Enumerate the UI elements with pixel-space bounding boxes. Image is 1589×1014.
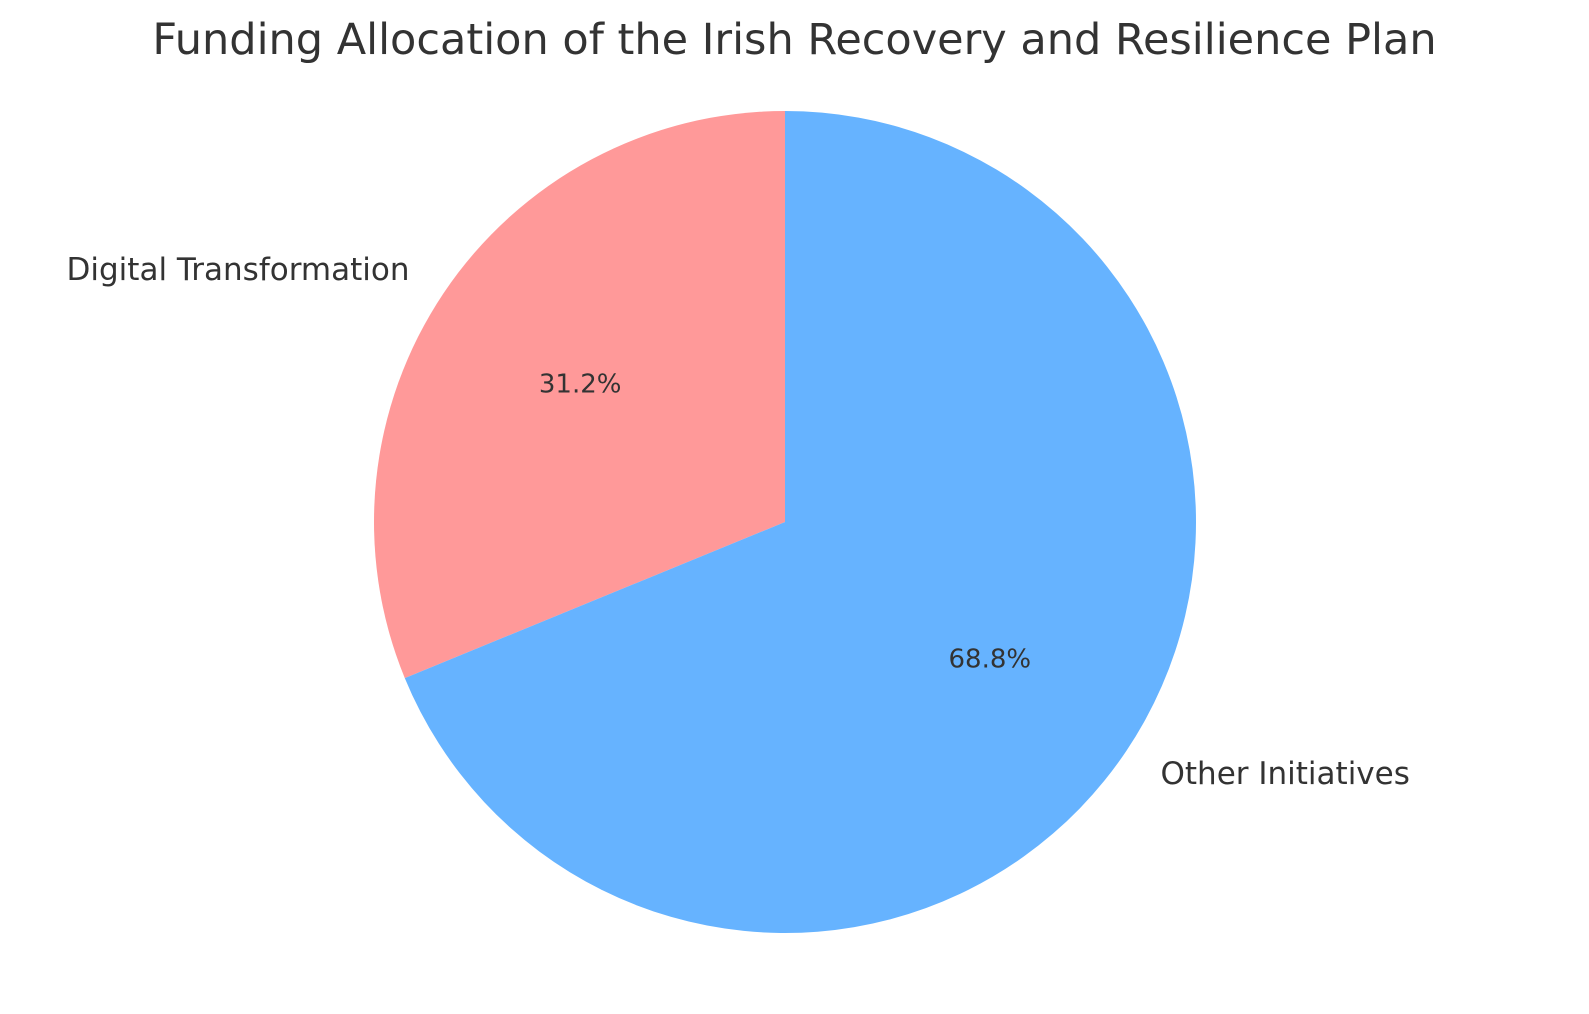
pie-labels: Digital Transformation 31.2% Other Initiat… [67, 252, 1410, 792]
pie-slice-other-initiatives [404, 111, 1196, 933]
slice-percent-other-initiatives: 68.8% [949, 644, 1032, 674]
pie-slices [374, 111, 1196, 933]
pie-slice-digital-transformation [374, 111, 785, 679]
chart-title: Funding Allocation of the Irish Recovery… [152, 15, 1436, 65]
slice-percent-digital-transformation: 31.2% [539, 370, 622, 400]
slice-label-digital-transformation: Digital Transformation [67, 252, 410, 288]
slice-label-other-initiatives: Other Initiatives [1161, 756, 1410, 792]
